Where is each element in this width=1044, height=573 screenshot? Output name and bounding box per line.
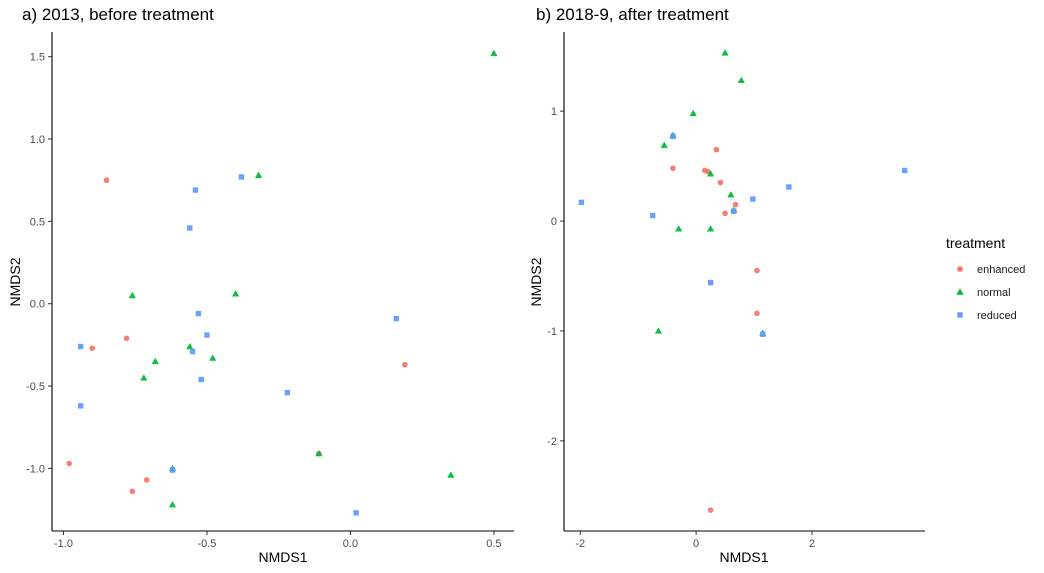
panel-a-point-reduced <box>393 315 400 322</box>
panel-a-point-reduced <box>353 510 359 516</box>
panel-b-point-normal <box>707 170 715 177</box>
panel-b-point-enhanced <box>717 179 724 186</box>
panel-b-x-axis-title: NMDS1 <box>719 549 768 565</box>
legend-label-enhanced: enhanced <box>977 264 1025 276</box>
panel-b-y-tick-label: -1 <box>547 326 557 338</box>
legend-label-reduced: reduced <box>977 310 1017 322</box>
legend-title: treatment <box>946 235 1005 251</box>
panel-b-point-enhanced <box>707 507 714 513</box>
panel-b-point-normal <box>675 225 683 232</box>
panel-a-y-tick-label: 0.5 <box>30 216 45 228</box>
panel-a-point-normal <box>140 374 148 381</box>
panel-a-point-normal <box>315 449 323 457</box>
panel-a-point-reduced <box>284 389 291 396</box>
panel-a-x-axis-title: NMDS1 <box>258 549 307 565</box>
panel-a-x-tick-label: -0.5 <box>197 538 216 550</box>
panel-a-point-normal <box>128 291 136 299</box>
panel-a-point-enhanced <box>123 335 130 342</box>
panel-a-point-reduced <box>192 187 199 193</box>
panel-b-y-tick-label: 0 <box>551 216 557 228</box>
panel-a-y-tick-label: 0.0 <box>30 299 45 311</box>
panel-a-title: a) 2013, before treatment <box>22 5 214 24</box>
panel-b-title: b) 2018-9, after treatment <box>536 5 729 24</box>
legend-items: enhanced normal reduced <box>956 264 1025 322</box>
panel-a-y-tick-label: -1.0 <box>26 463 45 475</box>
panel-a-point-reduced <box>195 310 202 317</box>
panel-a-point-reduced <box>169 467 176 473</box>
panel-a-point-normal <box>151 357 159 365</box>
panel-a-x-tick-label: 0.5 <box>486 538 501 550</box>
panel-a-point-normal <box>490 49 498 57</box>
panel-b-point-normal <box>660 141 668 148</box>
panel-b-point-normal <box>727 191 735 198</box>
legend-key-normal <box>956 288 964 295</box>
panel-a-point-reduced <box>187 225 193 231</box>
panel-b-x-tick-label: -2 <box>575 538 585 550</box>
panel-a-y-axis-title: NMDS2 <box>7 257 23 306</box>
panel-b-point-enhanced <box>754 310 760 317</box>
panel-a-2013: a) 2013, before treatment NMDS1 NMDS2 -1… <box>7 5 514 565</box>
panel-a-y-tick-label: -0.5 <box>26 381 45 393</box>
panel-a-point-normal <box>255 171 263 178</box>
panel-b-y-tick-label: 1 <box>551 106 557 118</box>
legend: treatment enhanced normal reduced <box>946 235 1025 322</box>
panel-b-point-normal <box>654 327 663 334</box>
panel-a-point-enhanced <box>129 488 136 495</box>
panel-a-point-normal <box>168 501 177 508</box>
panel-a-ticks: -1.0 -0.5 0.0 0.5 -1.0 -0.5 0.0 0.5 1.0 1.5 <box>26 52 502 550</box>
panel-a-point-normal <box>186 342 194 350</box>
panel-a-x-tick-label: -1.0 <box>54 538 73 550</box>
legend-item-normal: normal <box>956 287 1011 299</box>
panel-b-points <box>578 49 908 513</box>
panel-b-point-reduced <box>707 279 714 286</box>
panel-b-point-reduced <box>786 184 792 190</box>
panel-a-point-reduced <box>238 174 245 180</box>
panel-a-point-reduced <box>77 403 84 409</box>
panel-b-point-enhanced <box>670 165 676 172</box>
panel-b-x-tick-label: 0 <box>693 538 699 550</box>
panel-a-x-tick-label: 0.0 <box>343 538 358 550</box>
panel-b-point-normal <box>707 225 715 232</box>
panel-b-point-reduced <box>760 331 766 337</box>
panel-b-point-normal <box>721 49 729 56</box>
panel-a-point-enhanced <box>143 477 150 483</box>
panel-a-points <box>66 49 498 516</box>
legend-key-enhanced <box>957 266 963 272</box>
panel-b-point-enhanced <box>754 267 760 274</box>
panel-a-point-normal <box>209 354 217 361</box>
panel-b-point-reduced <box>670 133 676 140</box>
panel-b-y-tick-label: -2 <box>547 436 557 448</box>
panel-b-point-reduced <box>649 212 656 219</box>
panel-a-y-tick-label: 1.5 <box>30 52 45 64</box>
panel-b-point-enhanced <box>732 201 739 208</box>
panel-b-point-reduced <box>731 208 737 214</box>
panel-b-point-normal <box>689 109 697 117</box>
legend-item-reduced: reduced <box>957 310 1017 322</box>
panel-a-point-normal <box>447 471 455 478</box>
panel-a-point-enhanced <box>103 177 110 184</box>
panel-b-2018-9: b) 2018-9, after treatment NMDS1 NMDS2 -… <box>528 5 925 565</box>
panel-b-point-normal <box>737 76 745 84</box>
panel-b-y-axis-title: NMDS2 <box>528 257 544 306</box>
panel-a-point-enhanced <box>89 345 95 351</box>
panel-b-point-enhanced <box>722 210 728 217</box>
panel-a-point-normal <box>232 290 240 297</box>
panel-a-point-enhanced <box>402 361 408 368</box>
panel-b-point-enhanced <box>713 146 720 153</box>
panel-a-point-enhanced <box>66 460 73 467</box>
panel-b-ticks: -2 0 2 -2 -1 0 1 <box>547 106 815 550</box>
panel-b-point-reduced <box>750 196 756 202</box>
legend-key-reduced <box>957 312 963 318</box>
panel-a-point-reduced <box>189 348 196 355</box>
panel-b-x-tick-label: 2 <box>809 538 815 550</box>
panel-a-point-reduced <box>204 332 210 338</box>
panel-a-point-reduced <box>77 343 84 350</box>
legend-item-enhanced: enhanced <box>957 264 1025 276</box>
panel-a-y-tick-label: 1.0 <box>30 134 45 146</box>
panel-a-point-reduced <box>198 376 204 383</box>
legend-label-normal: normal <box>977 287 1011 299</box>
panel-b-point-reduced <box>902 167 908 174</box>
panel-b-point-reduced <box>578 199 585 206</box>
